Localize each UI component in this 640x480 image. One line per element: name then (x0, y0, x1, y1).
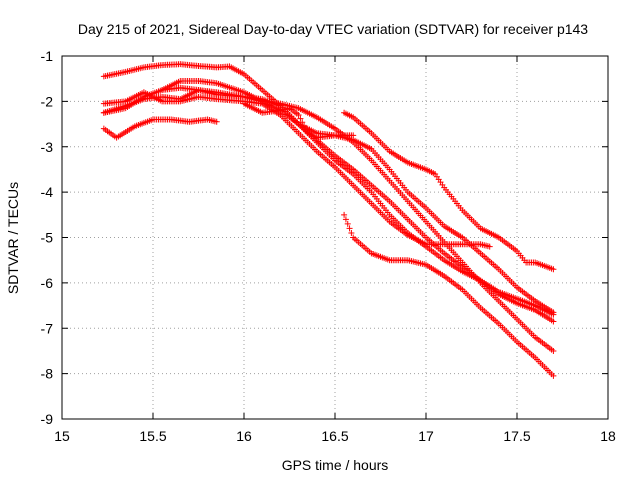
y-axis-label: SDTVAR / TECUs (5, 182, 21, 294)
data-series-7 (241, 100, 557, 316)
x-tick-label: 15 (54, 428, 70, 444)
data-series-6 (159, 84, 557, 318)
data-point (550, 372, 557, 379)
y-tick-label: -5 (41, 230, 54, 246)
y-tick-label: -2 (41, 93, 54, 109)
grid (62, 56, 608, 419)
x-tick-label: 17 (418, 428, 434, 444)
data-point (301, 122, 308, 129)
chart-title: Day 215 of 2021, Sidereal Day-to-day VTE… (78, 21, 588, 37)
data-point (295, 111, 302, 118)
data-point (213, 118, 220, 125)
data-series-4 (100, 89, 493, 250)
data-point (346, 225, 353, 232)
y-tick-label: -4 (41, 184, 54, 200)
y-tick-label: -6 (41, 275, 54, 291)
data-point (348, 229, 355, 236)
data-point (486, 243, 493, 250)
x-axis-label: GPS time / hours (282, 457, 389, 473)
data-series-5 (100, 116, 220, 141)
data-series-8 (341, 109, 557, 273)
x-tick-label: 16.5 (321, 428, 348, 444)
data-point (341, 211, 348, 218)
y-tick-label: -3 (41, 139, 54, 155)
data-series (100, 61, 557, 379)
data-point (344, 220, 351, 227)
y-tick-label: -1 (41, 48, 54, 64)
y-tick-label: -8 (41, 366, 54, 382)
x-tick-label: 15.5 (139, 428, 166, 444)
data-point (297, 115, 304, 122)
y-tick-label: -9 (41, 411, 54, 427)
data-point (550, 309, 557, 316)
x-tick-label: 16 (236, 428, 252, 444)
x-tick-label: 17.5 (503, 428, 530, 444)
axis-ticks: 15 15.5 16 16.5 17 17.5 18 -1 -2 -3 -4 -5 -6 -7 -8 -9 (41, 48, 616, 444)
plot-frame (61, 55, 609, 420)
data-point (342, 216, 349, 223)
data-point (550, 347, 557, 354)
data-point (302, 126, 309, 133)
x-tick-label: 18 (600, 428, 616, 444)
data-point (299, 119, 306, 126)
data-point (550, 318, 557, 325)
data-series-9 (341, 211, 557, 379)
y-tick-label: -7 (41, 320, 54, 336)
data-point (550, 266, 557, 273)
